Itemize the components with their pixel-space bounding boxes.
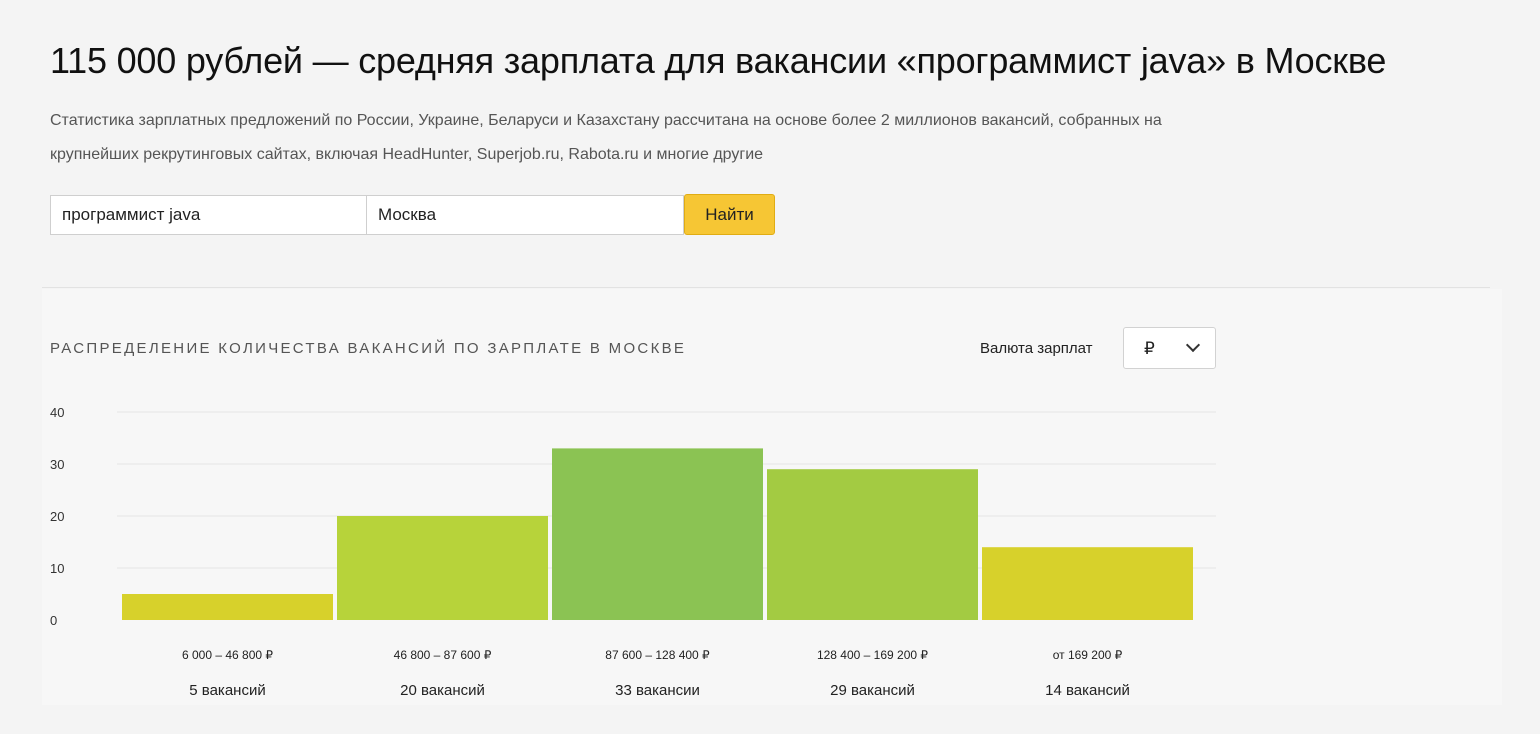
currency-select[interactable]: ₽ [1123,327,1216,369]
currency-label: Валюта зарплат [980,340,1093,357]
bar-5[interactable] [982,547,1193,620]
y-tick-label: 20 [50,509,64,524]
search-form: Найти [50,194,775,235]
page-description: Статистика зарплатных предложений по Рос… [50,112,1162,163]
y-tick-label: 30 [50,457,64,472]
job-input[interactable] [50,195,367,235]
y-tick-label: 10 [50,561,64,576]
y-tick-label: 40 [50,405,64,420]
bar-count-label: 29 вакансий [830,682,915,699]
bar-count-label: 5 вакансий [189,682,265,699]
section-divider [42,287,1490,288]
bar-count-label: 20 вакансий [400,682,485,699]
y-tick-label: 0 [50,613,57,628]
x-tick-label: 46 800 – 87 600 ₽ [394,648,492,662]
bar-2[interactable] [337,516,548,620]
bar-1[interactable] [122,594,333,620]
bar-count-label: 33 вакансии [615,682,700,699]
bar-4[interactable] [767,469,978,620]
chart-title: РАСПРЕДЕЛЕНИЕ КОЛИЧЕСТВА ВАКАНСИЙ ПО ЗАР… [50,340,687,357]
x-tick-label: от 169 200 ₽ [1053,648,1123,662]
x-tick-label: 87 600 – 128 400 ₽ [605,648,710,662]
search-button[interactable]: Найти [684,194,775,235]
bar-3[interactable] [552,448,763,620]
x-tick-label: 6 000 – 46 800 ₽ [182,648,273,662]
x-tick-label: 128 400 – 169 200 ₽ [817,648,928,662]
city-input[interactable] [367,195,684,235]
bar-count-label: 14 вакансий [1045,682,1130,699]
currency-value: ₽ [1144,339,1155,358]
page-title: 115 000 рублей — средняя зарплата для ва… [50,40,1387,81]
